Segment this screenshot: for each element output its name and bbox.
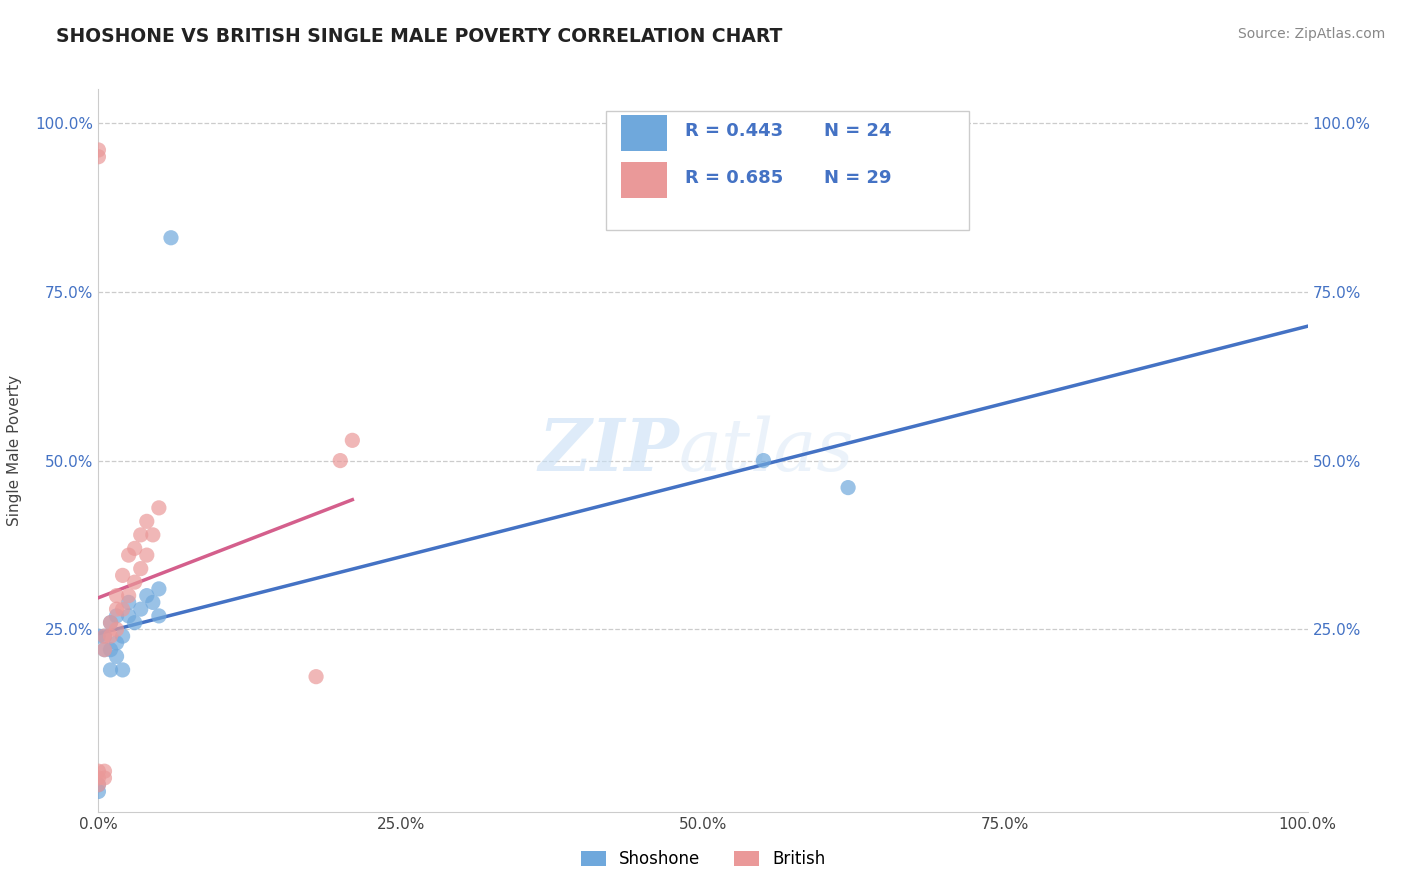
Point (100, 615, 122, 630)
Point (118, 595, 141, 609)
Text: N = 24: N = 24 (824, 122, 891, 140)
Point (87, 778, 110, 792)
Point (118, 548, 141, 562)
Point (129, 602, 152, 616)
Text: ZIP: ZIP (538, 415, 679, 486)
Bar (621, 161, 666, 198)
Point (105, 649, 128, 664)
Point (87, 771, 110, 785)
Point (142, 528, 165, 542)
Point (87, 764, 110, 779)
Point (752, 453, 775, 467)
Point (305, 670, 328, 684)
Point (129, 528, 152, 542)
Point (105, 589, 128, 603)
Text: N = 29: N = 29 (824, 169, 891, 187)
Bar (606, 111, 969, 230)
Text: R = 0.443: R = 0.443 (685, 122, 783, 140)
Bar (621, 115, 666, 151)
Point (93, 642, 115, 657)
Point (93, 771, 115, 785)
Point (135, 548, 157, 562)
Point (105, 602, 128, 616)
Text: R = 0.685: R = 0.685 (685, 169, 783, 187)
Point (87, 778, 110, 792)
Point (148, 500, 170, 515)
Point (105, 623, 128, 637)
Point (118, 589, 141, 603)
Point (118, 608, 141, 623)
Point (160, 231, 183, 245)
Point (124, 615, 146, 630)
Point (93, 642, 115, 657)
Point (87, 629, 110, 643)
Point (111, 663, 134, 677)
Point (148, 582, 170, 596)
Point (124, 575, 146, 590)
Point (111, 602, 134, 616)
Point (100, 642, 122, 657)
Point (135, 514, 157, 528)
Point (135, 589, 157, 603)
Point (142, 595, 165, 609)
Point (93, 629, 115, 643)
Point (111, 568, 134, 582)
Point (87, 150, 110, 164)
Text: atlas: atlas (679, 415, 855, 486)
Point (93, 764, 115, 779)
Point (105, 608, 128, 623)
Point (105, 636, 128, 650)
Point (93, 629, 115, 643)
Legend: Shoshone, British: Shoshone, British (574, 844, 832, 875)
Point (148, 608, 170, 623)
Y-axis label: Single Male Poverty: Single Male Poverty (7, 375, 21, 526)
Point (87, 143, 110, 157)
Point (100, 663, 122, 677)
Text: Source: ZipAtlas.com: Source: ZipAtlas.com (1237, 27, 1385, 41)
Point (111, 629, 134, 643)
Text: SHOSHONE VS BRITISH SINGLE MALE POVERTY CORRELATION CHART: SHOSHONE VS BRITISH SINGLE MALE POVERTY … (56, 27, 783, 45)
Point (837, 481, 859, 495)
Point (129, 561, 152, 575)
Point (87, 784, 110, 798)
Point (124, 541, 146, 556)
Point (329, 453, 352, 467)
Point (100, 615, 122, 630)
Point (342, 434, 364, 448)
Point (100, 629, 122, 643)
